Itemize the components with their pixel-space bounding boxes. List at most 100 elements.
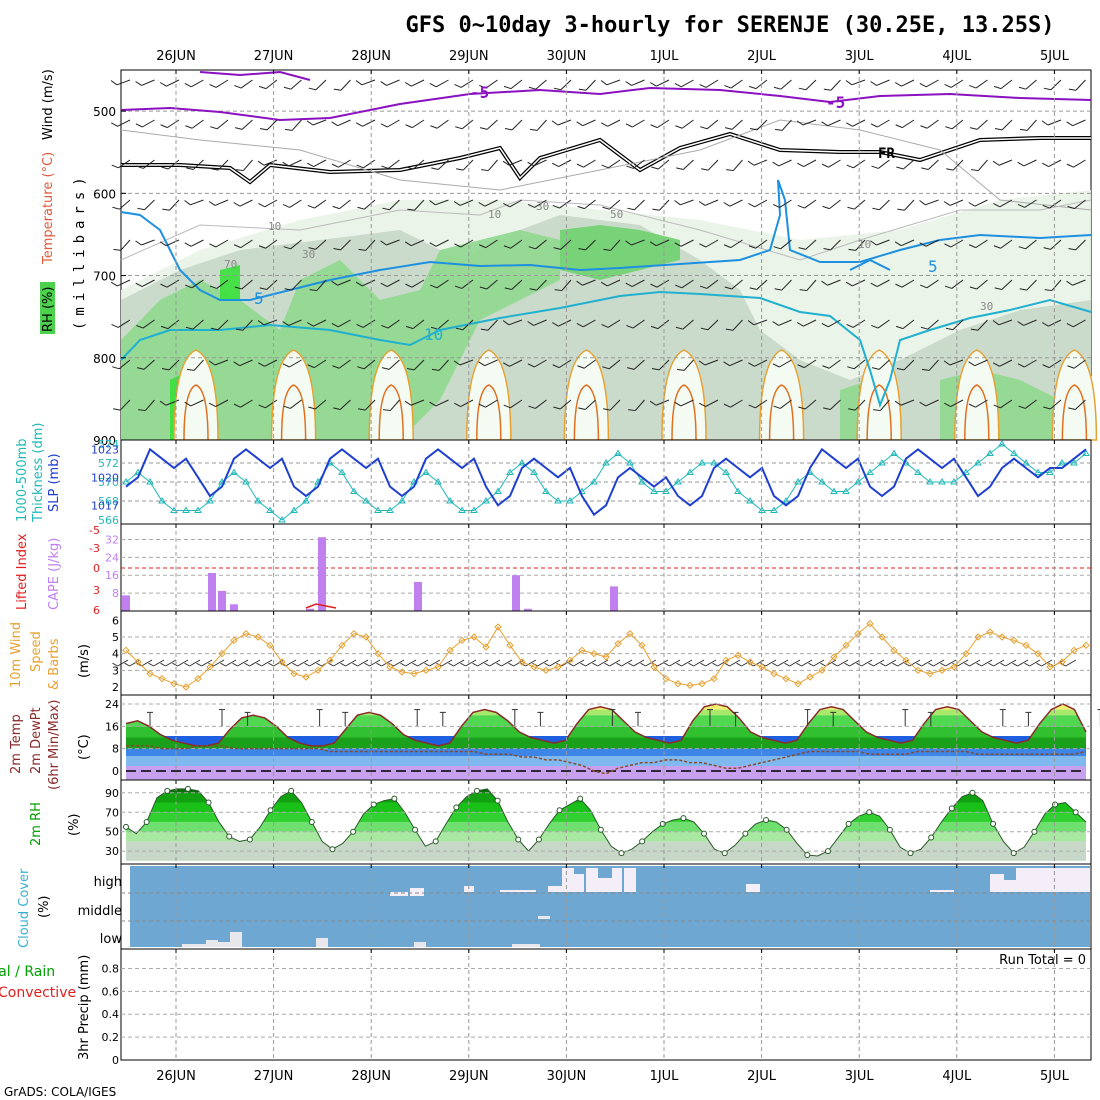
wind-barb xyxy=(1018,79,1037,90)
thickness-point xyxy=(242,478,250,485)
thickness-point xyxy=(626,459,634,466)
rh-panel: 90 70 50 30 2m RH (%) xyxy=(29,779,1092,865)
date-tick-label: 1JUL xyxy=(650,1069,680,1084)
wind-barb xyxy=(282,359,302,368)
contour-minus5 xyxy=(199,70,311,81)
wind-barb xyxy=(233,399,253,408)
wind-barb xyxy=(162,199,180,211)
thickness-point xyxy=(1082,449,1090,456)
rh-point xyxy=(1072,809,1079,816)
cape-bar xyxy=(218,590,226,611)
wind-barb xyxy=(454,79,474,88)
wind-barb xyxy=(969,279,988,290)
wind-barb xyxy=(110,279,131,287)
wind-barb xyxy=(453,199,474,206)
wind-barb xyxy=(257,359,278,367)
rh-point xyxy=(535,836,542,843)
wind-barb xyxy=(478,199,498,207)
wind-barb xyxy=(355,279,376,287)
wind-barb xyxy=(504,279,523,291)
li-tick-label: -3 xyxy=(89,542,100,555)
wind-barb xyxy=(333,79,351,91)
wind-barb xyxy=(895,279,915,288)
wind-speed-point xyxy=(986,628,994,636)
wind-barb xyxy=(211,159,229,171)
cape-bar xyxy=(208,573,216,611)
upper-grid xyxy=(121,110,1091,359)
wind-speed-point xyxy=(458,636,466,645)
wind-barb xyxy=(383,399,400,412)
wind-speed-point xyxy=(614,639,622,648)
thickness-point xyxy=(206,497,214,504)
wind-barb xyxy=(111,319,131,328)
rh-point xyxy=(308,818,315,825)
wind-barb xyxy=(928,659,945,667)
wind-barb xyxy=(664,659,681,667)
wind-tick-label: 4 xyxy=(112,648,119,661)
wind-barb xyxy=(431,159,449,171)
date-tick-label: 29JUN xyxy=(449,1069,489,1084)
wind-barb xyxy=(136,159,155,169)
wind-speed-point xyxy=(506,641,514,650)
thickness-point xyxy=(398,497,406,504)
wind-barb xyxy=(282,159,302,167)
wind-barb xyxy=(592,659,609,667)
high-cloud-block xyxy=(410,888,424,896)
cloud-units-label: (%) xyxy=(37,896,52,919)
temp-units-label: (°C) xyxy=(77,734,92,760)
rh-point xyxy=(742,830,749,837)
precip-tick-label: 0.8 xyxy=(102,962,120,975)
wind-barb xyxy=(553,239,572,250)
wind-barb xyxy=(628,399,645,412)
wind-barb xyxy=(1017,159,1037,167)
precip-convective-label: Convective xyxy=(0,985,76,1001)
wind-barb xyxy=(307,159,327,168)
thickness-point xyxy=(974,459,982,466)
date-tick-label: 28JUN xyxy=(351,49,391,64)
credit: GrADS: COLA/IGES xyxy=(4,1085,116,1099)
wind-speed-point xyxy=(926,669,934,678)
thickness-point xyxy=(1022,459,1030,466)
wind-barb xyxy=(503,199,523,208)
wind-axis-label: Wind (m/s) xyxy=(41,69,56,140)
upper-air-panel: 500 600 700 800 900 -5 -5 FR 5 5 10 10 10 10… xyxy=(40,69,1098,448)
wind-barb xyxy=(944,239,964,248)
wind-barb xyxy=(381,319,400,329)
wind-barb xyxy=(210,119,229,130)
wind-barb xyxy=(405,279,425,288)
wind-barb xyxy=(529,119,547,131)
wind-barb xyxy=(821,319,841,328)
wind-axis-label: & Barbs xyxy=(47,638,62,690)
wind-barb xyxy=(400,659,417,667)
wind-speed-point xyxy=(230,636,238,645)
wind-barb xyxy=(210,319,229,331)
wind-tick-label: 5 xyxy=(112,631,119,644)
temp-contour-lobe xyxy=(378,384,404,441)
wind-barb xyxy=(699,279,719,289)
date-tick-label: 27JUN xyxy=(254,1069,294,1084)
wind-barb xyxy=(774,119,792,131)
wind-barb xyxy=(700,319,719,331)
rh-region xyxy=(220,265,240,300)
wind-barb xyxy=(529,279,547,291)
wind-barb xyxy=(113,239,131,251)
wind-barb xyxy=(725,319,743,331)
wind-barb xyxy=(455,119,474,130)
temp-contour-lobe xyxy=(476,384,502,441)
temp-axis-label: 2m DewPt xyxy=(29,707,44,774)
wind-speed-point xyxy=(1070,646,1078,655)
wind-barb xyxy=(1017,199,1037,208)
contour-label-plus10: 10 xyxy=(424,325,443,344)
cape-bar xyxy=(230,604,238,611)
wind-barb xyxy=(1042,199,1062,209)
date-tick-label: 28JUN xyxy=(351,1069,391,1084)
rh-point xyxy=(659,820,666,827)
wind-barb xyxy=(381,359,400,370)
wind-barb xyxy=(331,279,351,286)
rh-point xyxy=(866,809,873,816)
wind-barb xyxy=(616,659,633,667)
wind-barb xyxy=(1043,399,1062,410)
cape-bar xyxy=(524,608,532,611)
wind-barb xyxy=(870,119,890,128)
wind-barb xyxy=(724,659,741,667)
